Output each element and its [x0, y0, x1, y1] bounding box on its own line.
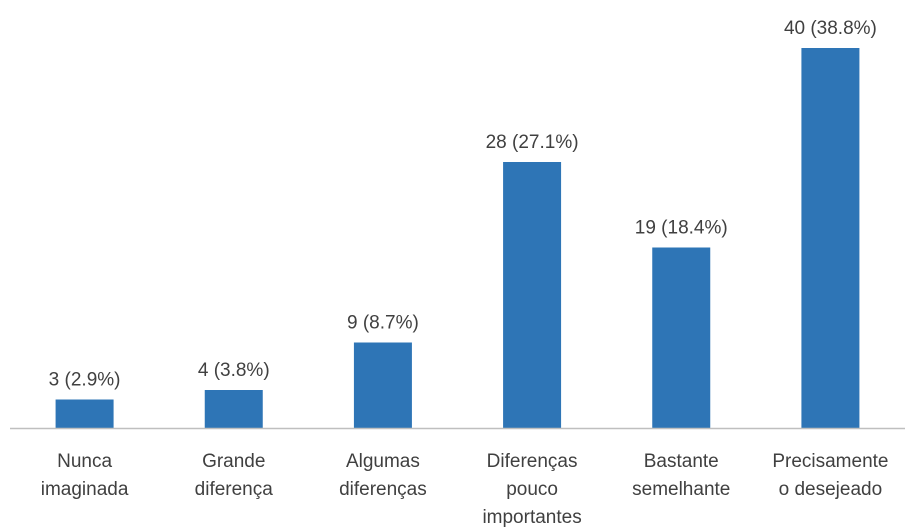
- category-label-line: diferenças: [339, 479, 427, 500]
- category-label-line: Precisamente: [772, 451, 888, 472]
- bar-2: [204, 390, 263, 428]
- bar-1: [55, 399, 114, 428]
- category-label-line: Nunca: [57, 451, 112, 472]
- data-label-6: 40 (38.8%): [784, 18, 877, 39]
- category-label-line: semelhante: [632, 479, 730, 500]
- category-label-line: Diferenças: [487, 451, 578, 472]
- data-label-5: 19 (18.4%): [635, 218, 728, 239]
- category-label-line: imaginada: [41, 479, 129, 500]
- category-label-5: Bastante semelhante: [632, 451, 730, 500]
- category-label-4: Diferenças pouco importantes: [482, 451, 581, 528]
- category-labels-group: Nunca imaginada Grande diferença Algumas dife…: [41, 451, 889, 528]
- bars-group: [55, 48, 860, 428]
- category-label-line: o desejeado: [779, 479, 883, 500]
- category-label-3: Algumas diferenças: [339, 451, 427, 500]
- data-label-4: 28 (27.1%): [486, 132, 579, 153]
- category-label-line: Grande: [202, 451, 265, 472]
- category-label-2: Grande diferença: [195, 451, 274, 500]
- data-label-1: 3 (2.9%): [49, 370, 121, 391]
- bar-3: [353, 342, 412, 428]
- data-labels-group: 3 (2.9%) 4 (3.8%) 9 (8.7%) 28 (27.1%) 19 (18…: [49, 18, 877, 391]
- category-label-line: diferença: [195, 479, 274, 500]
- data-label-2: 4 (3.8%): [198, 360, 270, 381]
- category-label-6: Precisamente o desejeado: [772, 451, 888, 500]
- bar-6: [801, 48, 860, 428]
- category-label-1: Nunca imaginada: [41, 451, 129, 500]
- category-label-line: importantes: [482, 507, 581, 528]
- data-label-3: 9 (8.7%): [347, 313, 419, 334]
- category-label-line: pouco: [506, 479, 558, 500]
- category-label-line: Algumas: [346, 451, 420, 472]
- bar-5: [652, 247, 711, 428]
- category-label-line: Bastante: [644, 451, 719, 472]
- bar-4: [503, 162, 562, 428]
